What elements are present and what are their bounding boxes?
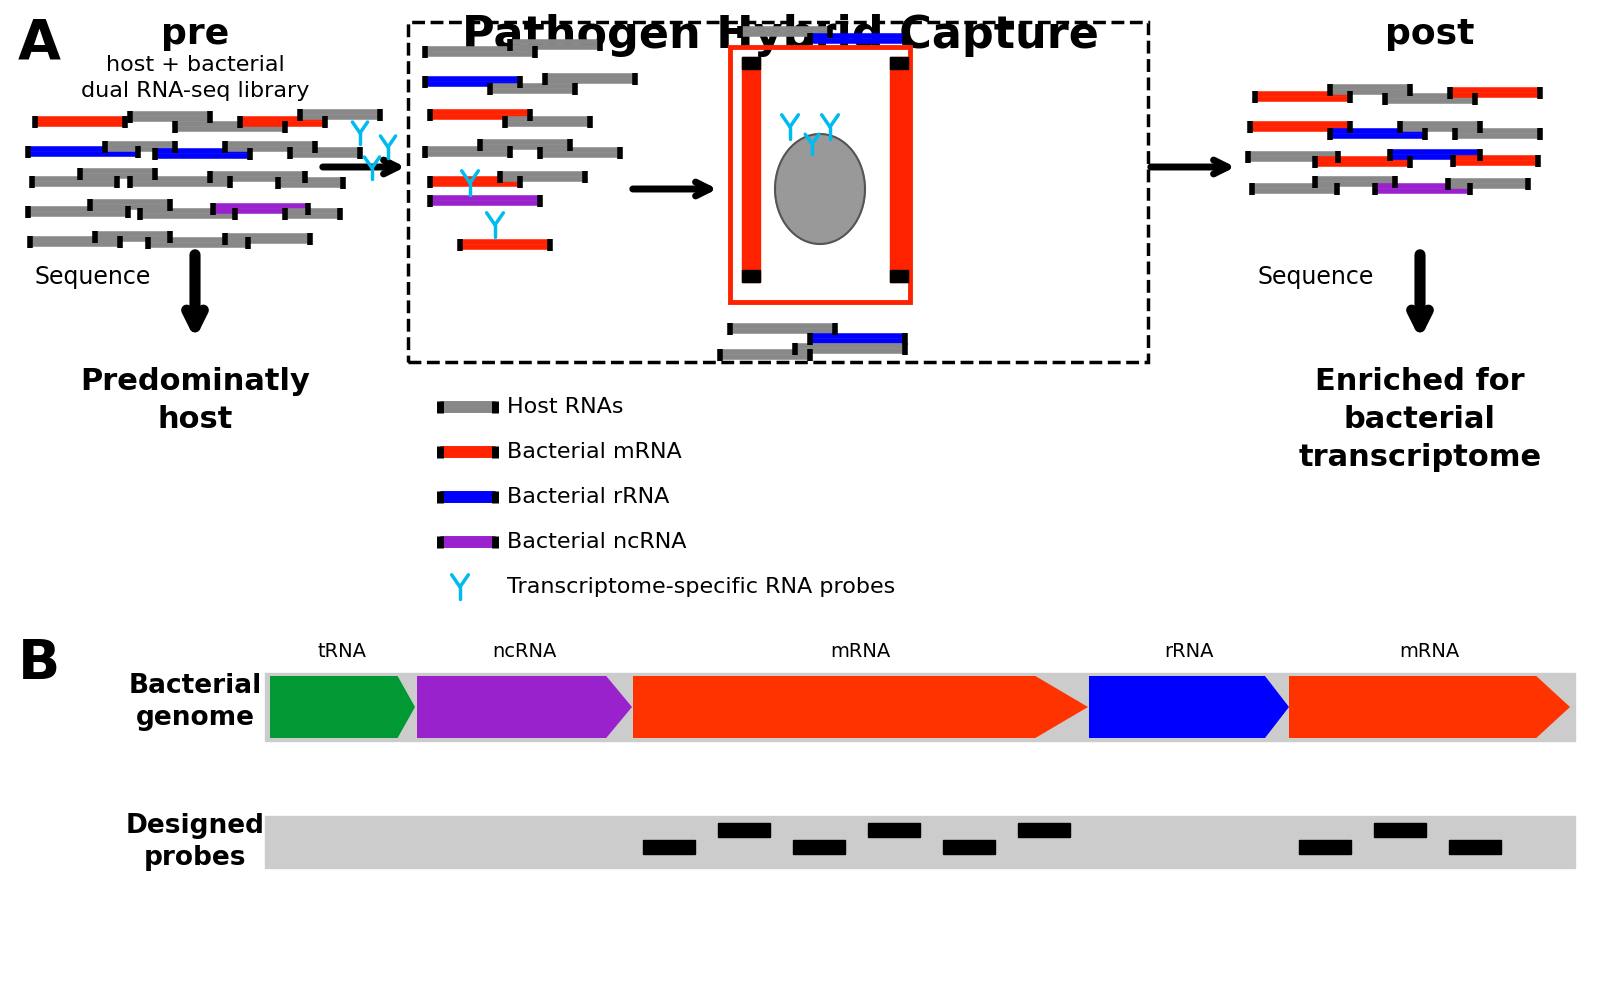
Bar [890, 270, 908, 282]
Text: Predominatly
host: Predominatly host [79, 367, 311, 435]
Bar [408, 22, 1149, 362]
Polygon shape [417, 676, 633, 738]
Text: pre: pre [160, 17, 230, 51]
Bar [890, 57, 908, 282]
Text: A: A [18, 17, 61, 71]
Bar [1450, 840, 1502, 854]
Bar [743, 57, 760, 282]
Text: post: post [1385, 17, 1474, 51]
Bar [642, 840, 696, 854]
Text: B: B [18, 637, 60, 691]
Bar [943, 840, 995, 854]
Text: host + bacterial
dual RNA-seq library: host + bacterial dual RNA-seq library [81, 55, 309, 102]
Bar [867, 823, 921, 837]
Text: Pathogen Hybrid Capture: Pathogen Hybrid Capture [461, 14, 1099, 57]
Bar [265, 816, 1574, 868]
Text: Sequence: Sequence [1259, 265, 1374, 289]
Polygon shape [1089, 676, 1290, 738]
Text: rRNA: rRNA [1165, 642, 1214, 661]
Text: tRNA: tRNA [319, 642, 367, 661]
Text: ncRNA: ncRNA [492, 642, 557, 661]
Bar [1299, 840, 1351, 854]
Text: Bacterial ncRNA: Bacterial ncRNA [506, 532, 686, 552]
Polygon shape [270, 676, 414, 738]
Bar [730, 47, 909, 302]
Bar [793, 840, 845, 854]
Text: Designed
probes: Designed probes [126, 813, 264, 871]
Text: mRNA: mRNA [830, 642, 890, 661]
Text: mRNA: mRNA [1400, 642, 1459, 661]
Text: Bacterial mRNA: Bacterial mRNA [506, 442, 681, 462]
Polygon shape [633, 676, 1087, 738]
Ellipse shape [775, 134, 866, 244]
Text: Bacterial
genome: Bacterial genome [128, 673, 262, 731]
Bar [1374, 823, 1425, 837]
Bar [265, 673, 1574, 741]
Bar [743, 57, 760, 69]
Text: Enriched for
bacterial
transcriptome: Enriched for bacterial transcriptome [1298, 367, 1542, 473]
Bar [890, 57, 908, 69]
Bar [1018, 823, 1069, 837]
Text: Transcriptome-specific RNA probes: Transcriptome-specific RNA probes [506, 577, 895, 597]
Text: Sequence: Sequence [36, 265, 152, 289]
Text: Host RNAs: Host RNAs [506, 397, 623, 417]
Bar [718, 823, 770, 837]
Bar [743, 270, 760, 282]
Text: Bacterial rRNA: Bacterial rRNA [506, 487, 670, 507]
Polygon shape [1290, 676, 1569, 738]
